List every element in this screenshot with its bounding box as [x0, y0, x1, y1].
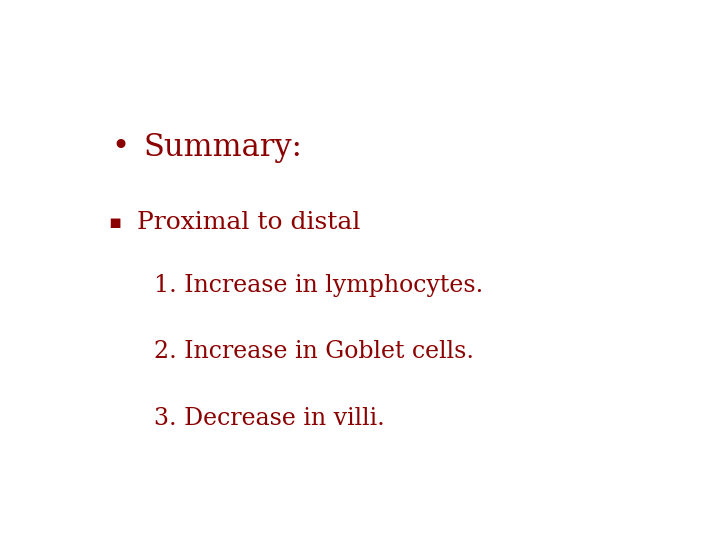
- Text: 1. Increase in lymphocytes.: 1. Increase in lymphocytes.: [154, 274, 483, 296]
- Text: ▪: ▪: [109, 214, 122, 232]
- Text: 3. Decrease in villi.: 3. Decrease in villi.: [154, 407, 385, 430]
- Text: Proximal to distal: Proximal to distal: [138, 211, 361, 234]
- Text: •: •: [112, 132, 130, 164]
- Text: Summary:: Summary:: [143, 132, 302, 164]
- Text: 2. Increase in Goblet cells.: 2. Increase in Goblet cells.: [154, 340, 474, 363]
